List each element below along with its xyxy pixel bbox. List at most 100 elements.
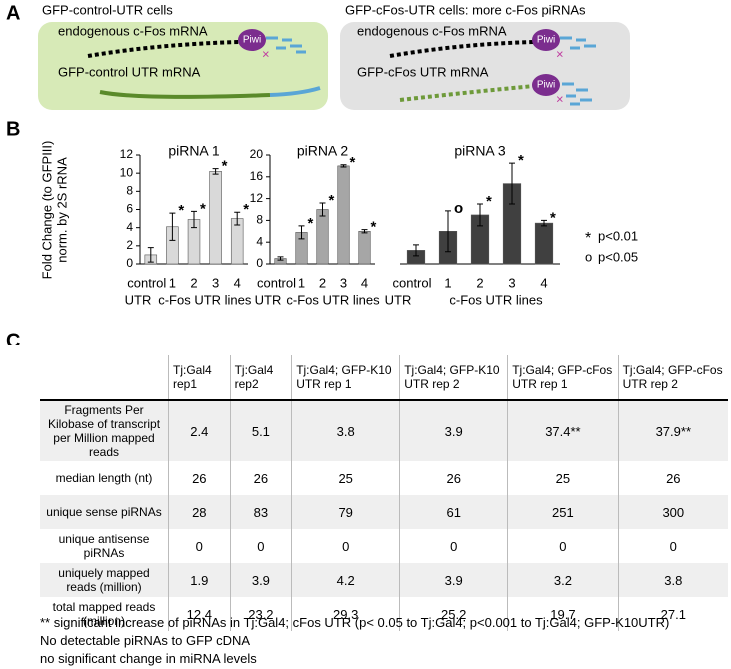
error-bar <box>340 164 347 168</box>
y-axis-label: Fold Change (to GFPIII) <box>39 141 54 280</box>
cell: 26 <box>399 461 508 495</box>
cell: 61 <box>399 495 508 529</box>
pirnas <box>560 36 596 50</box>
table-row: median length (nt) 26 26 25 26 25 26 <box>40 461 728 495</box>
table-row: total mapped reads (million) 12.4 23.2 29.3… <box>40 597 728 631</box>
y-tick-label: 8 <box>256 213 263 227</box>
legend-label: p<0.05 <box>598 249 638 264</box>
significance-mark: * <box>329 192 335 209</box>
error-bar <box>361 229 368 234</box>
cell: 1.9 <box>168 563 231 597</box>
x-tick-label: control <box>392 275 431 290</box>
x-tick-label: 3 <box>508 275 515 290</box>
corner <box>40 355 169 401</box>
cell: 26 <box>617 461 728 495</box>
y-axis-label: norm. by 2S rRNA <box>54 157 69 263</box>
table-row: unique sense piRNAs 28 83 79 61 251 300 <box>40 495 728 529</box>
cell: 28 <box>168 495 231 529</box>
bar <box>534 222 554 265</box>
header-row: Tj:Gal4 rep1 Tj:Gal4 rep2 Tj:Gal4; GFP-K10… <box>40 355 728 401</box>
column-header: Tj:Gal4 rep2 <box>229 355 292 401</box>
y-tick-label: 12 <box>120 147 134 161</box>
significance-mark: * <box>350 154 356 171</box>
x-tick-label: 1 <box>169 275 176 290</box>
cell: 3.9 <box>399 563 508 597</box>
piwi <box>532 29 560 51</box>
cell: 37.4** <box>507 400 619 461</box>
piwi-label: Piwi <box>537 80 555 91</box>
piwi <box>238 29 266 51</box>
y-tick-label: 10 <box>120 165 134 179</box>
cell: 19.7 <box>507 597 619 631</box>
mrna-label: GFP-cFos UTR mRNA <box>357 64 489 79</box>
column-header: Tj:Gal4; GFP-K10 UTR rep 2 <box>399 355 508 401</box>
cell: 79 <box>291 495 400 529</box>
y-tick-label: 8 <box>126 184 133 198</box>
cell: 3.8 <box>617 563 728 597</box>
mrna <box>99 90 271 99</box>
significance-mark: * <box>371 219 377 236</box>
mrna <box>87 40 241 58</box>
row-label: total mapped reads (million) <box>52 600 156 628</box>
mrna-label: GFP-control UTR mRNA <box>58 64 201 79</box>
column-header: Tj:Gal4; GFP-cFos UTR rep 1 <box>507 355 619 401</box>
row-label: median length (nt) <box>55 471 153 485</box>
error-bar <box>298 225 305 240</box>
row-label: Fragments Per Kilobase of transcript per… <box>47 403 161 459</box>
cell: 0 <box>229 529 292 563</box>
cell: 3.9 <box>229 563 292 597</box>
cell: 4.2 <box>291 563 400 597</box>
row-label: uniquely mapped reads (million) <box>58 566 150 594</box>
table-row: unique antisense piRNAs 0 0 0 0 0 0 <box>40 529 728 563</box>
figure-graphics: A GFP-control-UTR cells GFP-cFos-UTR cel… <box>6 2 638 345</box>
cell: 3.2 <box>507 563 619 597</box>
error-bar <box>234 211 241 226</box>
y-tick-label: 4 <box>126 220 133 234</box>
legend-symbol: o <box>585 249 592 264</box>
table-row: Fragments Per Kilobase of transcript per… <box>40 400 728 461</box>
error-bar <box>147 247 154 263</box>
y-tick-label: 2 <box>126 238 133 252</box>
cell: 0 <box>617 529 728 563</box>
cell: 12.4 <box>168 597 231 631</box>
x-axis-label: c-Fos UTR lines <box>449 292 543 307</box>
x-tick-label: 2 <box>190 275 197 290</box>
panel-title: GFP-cFos-UTR cells: more c-Fos piRNAs <box>345 2 586 17</box>
cell: 29.3 <box>291 597 400 631</box>
legend-label: p<0.01 <box>598 228 638 243</box>
significance-mark: * <box>486 193 492 210</box>
column-header: Tj:Gal4 rep1 <box>168 355 231 401</box>
significance-mark: * <box>243 201 249 218</box>
bar <box>316 209 329 265</box>
cell: 0 <box>507 529 619 563</box>
panel-letter: B <box>6 118 20 140</box>
cell: 0 <box>291 529 400 563</box>
footnote: ** significant increase of piRNAs in Tj:… <box>40 615 670 630</box>
cell: 2.4 <box>168 400 231 461</box>
error-bar <box>477 203 483 227</box>
y-tick-label: 20 <box>250 147 264 161</box>
cell: 27.1 <box>617 597 728 631</box>
x-tick-label: 2 <box>476 275 483 290</box>
y-tick-label: 4 <box>256 234 263 248</box>
row-label: unique sense piRNAs <box>46 505 162 519</box>
cell: 0 <box>168 529 231 563</box>
column-header: Tj:Gal4; GFP-cFos UTR rep 2 <box>617 355 728 401</box>
cross: × <box>556 46 564 61</box>
x-tick-label: 1 <box>444 275 451 290</box>
row-label: unique antisense piRNAs <box>58 532 150 560</box>
cell: 251 <box>507 495 619 529</box>
significance-mark: * <box>308 215 314 232</box>
pirnas <box>562 82 592 106</box>
panel-letter: C <box>6 330 20 345</box>
y-tick-label: 6 <box>126 202 133 216</box>
chart-title: piRNA 3 <box>454 143 506 159</box>
panel-title: GFP-control-UTR cells <box>42 2 173 17</box>
x-axis-label: c-Fos UTR lines <box>286 292 380 307</box>
error-bar <box>212 168 219 175</box>
x-tick-label: 4 <box>540 275 547 290</box>
x-axis-label: c-Fos UTR lines <box>158 292 252 307</box>
mrna <box>399 84 535 102</box>
y-tick-label: 12 <box>250 191 264 205</box>
